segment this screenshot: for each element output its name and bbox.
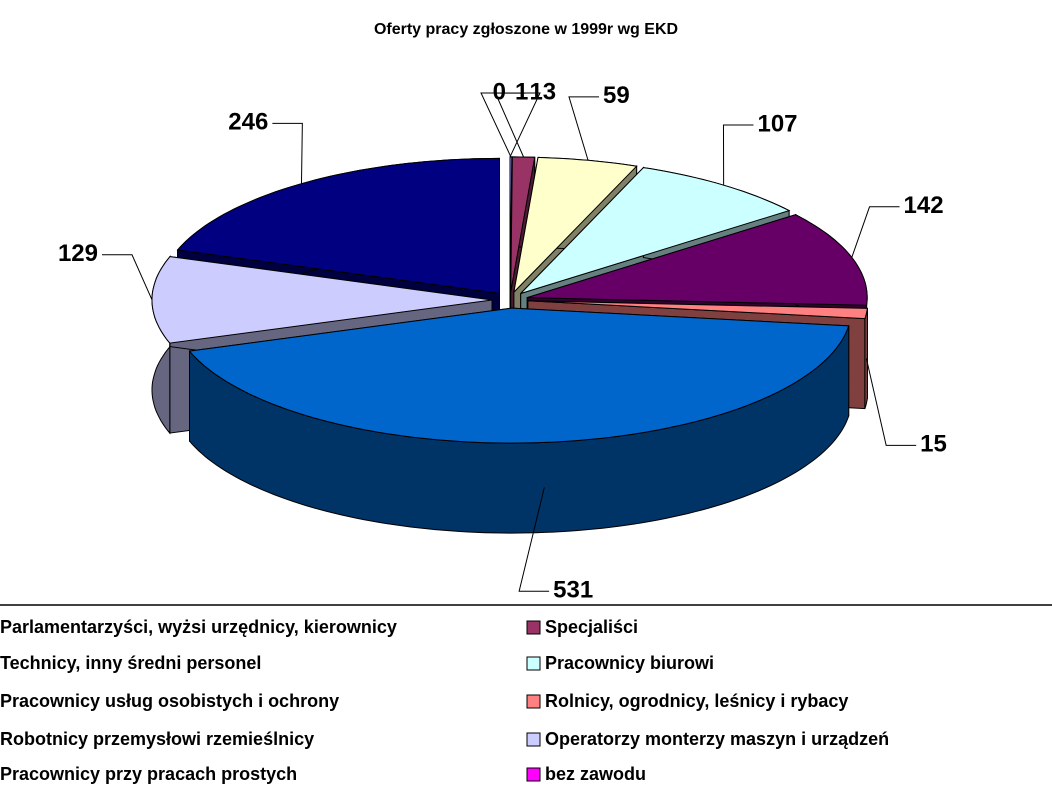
leader-line [509,92,541,158]
leader-line [722,124,754,186]
data-label: 15 [920,431,947,458]
data-label: 142 [904,192,944,219]
legend-label: Specjaliści [545,617,638,637]
slice [510,156,536,292]
slice [188,307,850,444]
data-label: 107 [757,110,797,137]
leader-line [518,487,550,592]
legend-label: Pracownicy przy pracach prostych [0,764,297,784]
slice [176,157,500,294]
legend-swatch [526,732,541,747]
data-label: 531 [553,577,593,604]
leader-line [865,358,917,446]
legend-swatch [526,620,541,635]
data-label: 13 [529,78,556,105]
leader-line [102,254,153,301]
legend-swatch [526,694,541,709]
data-label: 0 [493,78,506,105]
legend-label: Rolnicy, ogrodnicy, leśnicy i rybacy [545,691,848,711]
data-label: 129 [58,240,98,267]
slice [520,167,791,294]
legend-label: Robotnicy przemysłowi rzemieślnicy [0,729,314,749]
data-label: 1 [515,78,528,105]
legend-swatch [526,767,541,782]
leader-line [851,206,900,258]
legend-label: Pracownicy usług osobistych i ochrony [0,691,339,711]
legend-label: Technicy, inny średni personel [0,653,261,673]
legend-label: Operatorzy monterzy maszyn i urządzeń [545,729,889,749]
legend-swatch [526,656,541,671]
slice-wall [864,308,868,409]
data-label: 59 [603,82,630,109]
leader-line [568,96,599,161]
legend-label: Pracownicy biurowi [545,653,714,673]
legend-label: bez zawodu [545,764,646,784]
leader-line [272,122,303,184]
chart-title: Oferty pracy zgłoszone w 1999r wg EKD [374,21,678,38]
data-label: 246 [228,109,268,136]
slice [527,300,869,320]
legend-label: Parlamentarzyści, wyżsi urzędnicy, kiero… [0,617,397,637]
